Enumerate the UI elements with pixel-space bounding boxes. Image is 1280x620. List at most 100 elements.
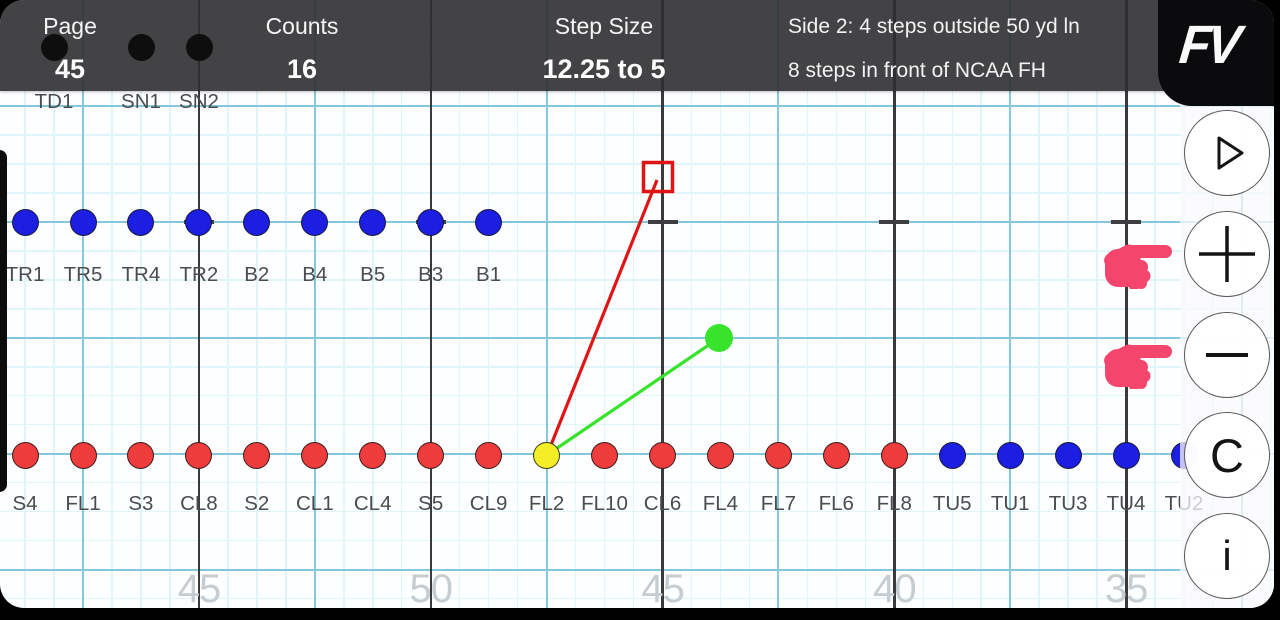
- logo-box: FV: [1158, 0, 1274, 106]
- marcher-label: TR1: [5, 263, 45, 286]
- pointer-hand-icon: [1101, 233, 1173, 291]
- marcher-label: TR5: [63, 263, 103, 286]
- marcher-dot[interactable]: [880, 441, 908, 469]
- marcher-dot[interactable]: [69, 441, 97, 469]
- marcher-dot[interactable]: [417, 208, 445, 236]
- play-button[interactable]: [1184, 110, 1270, 196]
- marcher-dot[interactable]: [243, 208, 271, 236]
- grid-line: [111, 0, 113, 608]
- grid-line: [806, 0, 809, 608]
- marcher-dot[interactable]: [301, 441, 329, 469]
- grid-line: [719, 0, 722, 608]
- letter-i-icon: i: [1222, 532, 1232, 579]
- marcher-dot[interactable]: [1112, 441, 1140, 469]
- marcher-dot[interactable]: [243, 441, 271, 469]
- marcher-layer: TR1 TR5 TR4 TR2 B2 B4 B5 B3 B1 S4 FL1 S3 CL8 S2 CL1 CL4…: [5, 90, 1204, 608]
- marcher-dot[interactable]: [417, 441, 445, 469]
- info-button[interactable]: i: [1184, 513, 1270, 599]
- marcher-dot[interactable]: [185, 441, 213, 469]
- grid-line: [0, 308, 1274, 310]
- marcher-dot[interactable]: [301, 208, 329, 236]
- marcher-dot[interactable]: [938, 441, 966, 469]
- counts-button[interactable]: C: [1184, 412, 1270, 498]
- marcher-label: TR2: [179, 263, 219, 286]
- marcher-label: TU4: [1106, 492, 1146, 515]
- marcher-dot[interactable]: [591, 441, 618, 469]
- location-line-2: 8 steps in front of NCAA FH: [788, 59, 1046, 82]
- grid-line: [169, 0, 171, 608]
- marcher-label: FL1: [65, 492, 101, 515]
- grid-line: [748, 0, 751, 608]
- grid-line: [0, 597, 1274, 600]
- marcher-dot[interactable]: [475, 208, 503, 236]
- marcher-label: B4: [302, 263, 328, 286]
- marcher-label: FL10: [581, 492, 628, 515]
- marcher-dot[interactable]: [359, 441, 387, 469]
- location-line-1: Side 2: 4 steps outside 50 yd ln: [788, 15, 1080, 38]
- grid-line: [429, 0, 433, 608]
- grid-line: [1038, 0, 1040, 608]
- grid-line: [893, 0, 896, 608]
- marcher-label: FL7: [760, 492, 797, 515]
- marcher-dot[interactable]: [11, 441, 39, 469]
- marcher-label: S3: [128, 492, 154, 515]
- marcher-dot[interactable]: [822, 441, 850, 469]
- grid-line: [487, 0, 490, 608]
- marcher-dot[interactable]: [706, 441, 734, 469]
- marcher-label: B3: [418, 263, 444, 286]
- marcher-label: FL4: [702, 492, 739, 515]
- zoom-out-button[interactable]: [1184, 312, 1270, 398]
- grid-line: [1009, 0, 1012, 608]
- marcher-dot[interactable]: [40, 33, 68, 61]
- yard-number: 45: [641, 567, 685, 608]
- grid-line: [0, 452, 1274, 455]
- app-screen[interactable]: TR1 TR5 TR4 TR2 B2 B4 B5 B3 B1 S4 FL1 S3 CL8 S2 CL1 CL4…: [0, 0, 1274, 608]
- play-icon: [1217, 136, 1244, 170]
- yard-number: 50: [409, 567, 454, 608]
- marcher-label: CL9: [469, 492, 508, 515]
- hash-mark: [1111, 220, 1142, 224]
- marcher-label: S2: [244, 492, 270, 515]
- marcher-label: CL6: [643, 492, 682, 515]
- marcher-label: TU3: [1048, 492, 1088, 515]
- marcher-dot[interactable]: [185, 208, 213, 236]
- marcher-label: FL8: [876, 492, 912, 515]
- grid-line: [980, 0, 982, 608]
- grid-line: [400, 0, 403, 608]
- grid-line: [574, 0, 577, 608]
- counts-value[interactable]: 16: [286, 54, 318, 84]
- marcher-label: B1: [476, 263, 502, 286]
- marcher-label: B5: [360, 263, 386, 286]
- grid-line: [24, 0, 26, 608]
- zoom-in-button[interactable]: [1184, 211, 1270, 297]
- pointer-hand-icon: [1101, 333, 1173, 391]
- marcher-dot[interactable]: [11, 208, 39, 236]
- grid-line: [197, 0, 201, 608]
- marcher-dot[interactable]: [127, 33, 155, 61]
- grid-line: [545, 0, 548, 608]
- midpoint-marker: [705, 324, 733, 352]
- marcher-dot[interactable]: [533, 441, 561, 469]
- marcher-dot[interactable]: [69, 208, 97, 236]
- marcher-dot[interactable]: [185, 33, 213, 61]
- movement-lines: [545, 160, 733, 457]
- marcher-dot[interactable]: [1054, 441, 1082, 469]
- grid-line: [0, 105, 1274, 107]
- grid-line: [0, 192, 1274, 194]
- marcher-label: TU1: [990, 492, 1030, 515]
- marcher-label: TD1: [34, 90, 74, 113]
- step-size-label: Step Size: [554, 13, 654, 39]
- marcher-label: S4: [12, 492, 38, 515]
- marcher-dot[interactable]: [127, 208, 155, 236]
- grid-line: [0, 423, 1274, 426]
- marcher-dot[interactable]: [649, 441, 676, 469]
- grid-line: [0, 510, 1274, 513]
- marcher-dot[interactable]: [359, 208, 387, 236]
- marcher-dot[interactable]: [475, 441, 503, 469]
- marcher-dot[interactable]: [996, 441, 1024, 469]
- grid-line: [777, 0, 780, 608]
- step-size-value[interactable]: 12.25 to 5: [542, 54, 666, 84]
- grid-line: [835, 0, 838, 608]
- marcher-dot[interactable]: [127, 441, 155, 469]
- marcher-dot[interactable]: [764, 441, 792, 469]
